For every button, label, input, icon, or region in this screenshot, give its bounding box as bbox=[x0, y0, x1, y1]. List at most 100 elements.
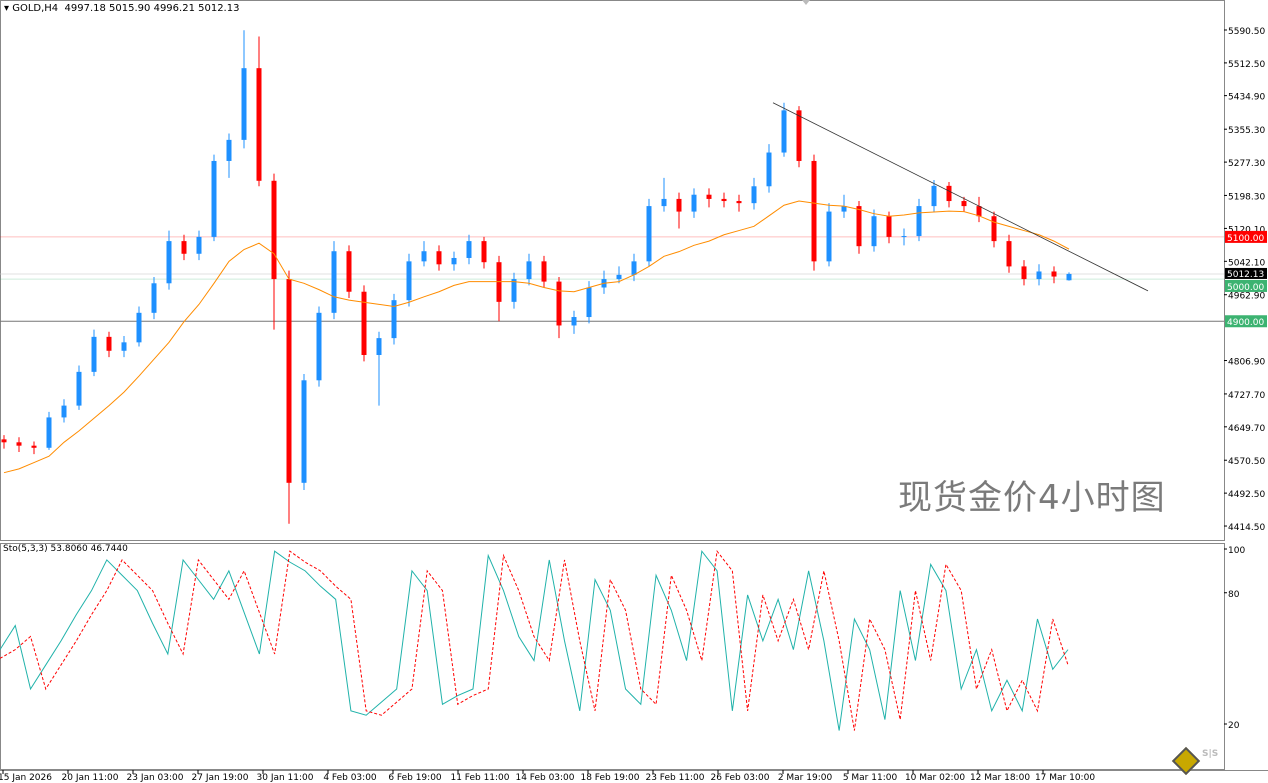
candle-body bbox=[31, 445, 37, 448]
level-label-bg bbox=[1225, 315, 1267, 328]
time-tick-label: 15 Jan 2026 bbox=[0, 773, 52, 783]
time-tick-label: 5 Mar 11:00 bbox=[843, 773, 898, 783]
candle-body bbox=[961, 201, 967, 207]
time-tick-label: 26 Feb 03:00 bbox=[710, 773, 769, 783]
candle-body bbox=[631, 261, 637, 275]
candle-body bbox=[346, 251, 352, 292]
candle-body bbox=[811, 160, 817, 262]
candle-body bbox=[901, 236, 907, 238]
current-price-bg bbox=[1225, 267, 1267, 279]
candle-body bbox=[361, 291, 367, 355]
time-tick-label: 17 Mar 10:00 bbox=[1035, 773, 1095, 783]
candle-body bbox=[136, 312, 142, 343]
candle-body bbox=[766, 152, 772, 187]
price-tick-label: 4727.70 bbox=[1228, 391, 1265, 401]
candle-body bbox=[931, 185, 937, 207]
candle-body bbox=[661, 198, 667, 207]
candle-body bbox=[676, 198, 682, 212]
candle-body bbox=[181, 241, 187, 254]
logo-diamond-icon bbox=[1171, 746, 1201, 776]
candle-body bbox=[826, 211, 832, 262]
candle-body bbox=[706, 194, 712, 199]
time-tick-label: 23 Feb 11:00 bbox=[645, 773, 704, 783]
candle-body bbox=[1006, 241, 1012, 267]
candle-body bbox=[841, 206, 847, 212]
time-tick-label: 20 Jan 11:00 bbox=[62, 773, 119, 783]
candle-body bbox=[256, 68, 262, 181]
price-tick-label: 5198.30 bbox=[1228, 192, 1265, 202]
time-tick-label: 6 Feb 19:00 bbox=[388, 773, 442, 783]
candle-body bbox=[391, 300, 397, 339]
price-tick-label: 4649.70 bbox=[1228, 424, 1265, 434]
candle-body bbox=[646, 206, 652, 262]
price-tick-label: 5590.50 bbox=[1228, 27, 1265, 37]
candle-body bbox=[736, 201, 742, 204]
sto-tick-label: 20 bbox=[1228, 721, 1240, 731]
candle-body bbox=[196, 236, 202, 254]
candle-body bbox=[16, 442, 22, 446]
candle-body bbox=[541, 261, 547, 282]
candle-body bbox=[976, 206, 982, 217]
candle-body bbox=[46, 417, 52, 448]
candle-body bbox=[616, 274, 622, 280]
time-tick-label: 10 Mar 02:00 bbox=[905, 773, 965, 783]
candle-body bbox=[511, 279, 517, 302]
candle-body bbox=[331, 251, 337, 313]
candle-body bbox=[871, 216, 877, 247]
candle-body bbox=[286, 279, 292, 483]
price-tick-label: 4962.90 bbox=[1228, 292, 1265, 302]
logo-text: S|S bbox=[1202, 749, 1219, 759]
time-tick-label: 30 Jan 11:00 bbox=[257, 773, 314, 783]
time-tick-label: 14 Feb 03:00 bbox=[515, 773, 574, 783]
candle-body bbox=[226, 139, 232, 161]
candle-body bbox=[1, 439, 7, 443]
dropdown-arrow-icon[interactable]: ▾ bbox=[4, 3, 13, 14]
candle-body bbox=[556, 281, 562, 326]
candle-body bbox=[856, 206, 862, 247]
moving-average-line bbox=[3, 200, 1070, 474]
candle-body bbox=[886, 216, 892, 237]
candle-body bbox=[916, 206, 922, 237]
time-tick-label: 18 Feb 19:00 bbox=[580, 773, 639, 783]
price-tick-label: 5434.90 bbox=[1228, 93, 1265, 103]
price-tick-label: 5512.50 bbox=[1228, 60, 1265, 70]
stochastic-plot-frame bbox=[0, 543, 1225, 770]
price-tick-label: 5277.30 bbox=[1228, 159, 1265, 169]
time-tick-label: 12 Mar 18:00 bbox=[970, 773, 1030, 783]
price-tick-label: 5355.30 bbox=[1228, 126, 1265, 136]
price-tick-label: 4570.50 bbox=[1228, 457, 1265, 467]
level-label-4900.00: 4900.00 bbox=[1227, 318, 1264, 328]
candle-body bbox=[526, 261, 532, 280]
candle-body bbox=[271, 180, 277, 280]
symbol-label: GOLD,H4 bbox=[12, 3, 59, 14]
candle-body bbox=[721, 198, 727, 202]
price-tick-label: 4492.50 bbox=[1228, 490, 1265, 500]
price-tick-label: 4806.90 bbox=[1228, 358, 1265, 368]
level-label-5000.00: 5000.00 bbox=[1227, 283, 1264, 293]
candle-body bbox=[586, 287, 592, 318]
stochastic-signal-line bbox=[0, 549, 1069, 731]
candle-body bbox=[436, 251, 442, 265]
candle-body bbox=[316, 312, 322, 381]
candle-body bbox=[1036, 271, 1042, 280]
candle-body bbox=[376, 338, 382, 355]
ohlc-readout: 4997.18 5015.90 4996.21 5012.13 bbox=[64, 3, 240, 14]
chart-header: ▾ GOLD,H4 4997.18 5015.90 4996.21 5012.1… bbox=[4, 3, 239, 14]
stochastic-main-line bbox=[0, 549, 1069, 731]
candle-body bbox=[481, 241, 487, 263]
candle-body bbox=[1051, 271, 1057, 277]
candle-body bbox=[1021, 266, 1027, 280]
level-label-5100.00: 5100.00 bbox=[1227, 234, 1264, 244]
trendline bbox=[772, 102, 1149, 292]
sinosound-logo: S|S bbox=[1171, 746, 1262, 777]
candle-body bbox=[76, 371, 82, 406]
candle-body bbox=[691, 194, 697, 212]
candle-body bbox=[781, 110, 787, 153]
candle-body bbox=[151, 283, 157, 313]
candle-body bbox=[406, 261, 412, 301]
candle-body bbox=[241, 68, 247, 140]
candle-body bbox=[421, 251, 427, 262]
time-tick-label: 27 Jan 19:00 bbox=[192, 773, 249, 783]
time-tick-label: 4 Feb 03:00 bbox=[323, 773, 377, 783]
